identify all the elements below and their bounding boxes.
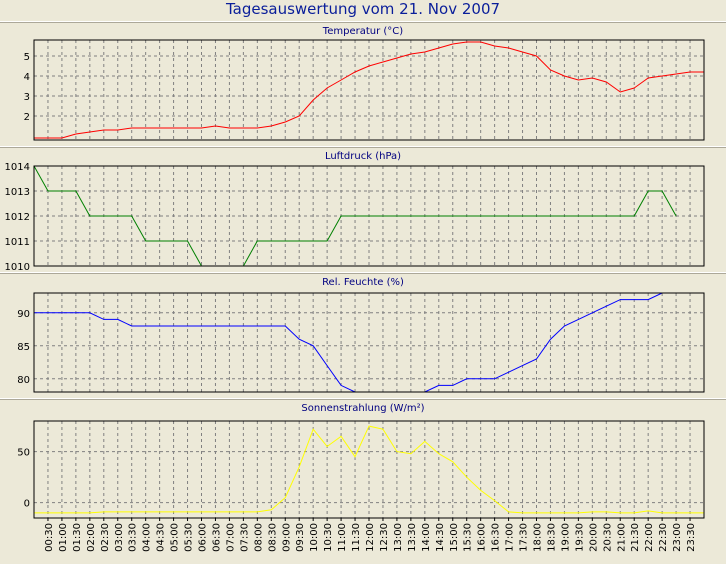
temperature-panel: Temperatur (°C) 2 3 4 5 — [0, 21, 726, 141]
humidity-series-line — [34, 293, 663, 392]
air-pressure-y-tick-label: 1011 — [5, 237, 30, 248]
x-tick-label: 03:00 — [114, 523, 125, 552]
x-tick-label: 11:00 — [337, 523, 348, 552]
x-tick-label: 08:00 — [253, 523, 264, 552]
page-title: Tagesauswertung vom 21. Nov 2007 — [225, 0, 501, 18]
air-pressure-y-tick-label: 1013 — [5, 187, 30, 198]
air-pressure-y-tick-label: 1014 — [5, 162, 30, 173]
x-tick-label: 09:00 — [281, 523, 292, 552]
air-pressure-panel: Luftdruck (hPa) 1010 1011 1012 1013 1014 — [0, 146, 726, 273]
temperature-y-tick-label: 4 — [24, 72, 30, 83]
x-tick-label: 07:30 — [239, 523, 250, 552]
x-tick-label: 18:00 — [533, 523, 544, 552]
humidity-y-tick-label: 90 — [17, 309, 30, 320]
temperature-series-line — [34, 41, 704, 139]
temperature-y-tick-label: 5 — [24, 52, 30, 63]
x-tick-label: 03:30 — [128, 523, 139, 552]
x-tick-label: 19:30 — [574, 523, 585, 552]
x-tick-label: 10:00 — [309, 523, 320, 552]
x-tick-label: 15:30 — [463, 523, 474, 552]
solar-radiation-panel: Sonnenstrahlung (W/m²) 0 50 — [0, 398, 726, 519]
x-tick-label: 21:30 — [630, 523, 641, 552]
x-tick-label: 23:00 — [672, 523, 683, 552]
temperature-y-tick-label: 3 — [24, 92, 30, 103]
x-tick-label: 13:30 — [407, 523, 418, 552]
humidity-y-tick-label: 85 — [17, 342, 30, 353]
temperature-y-tick-label: 2 — [24, 112, 30, 123]
x-tick-label: 05:30 — [184, 523, 195, 552]
x-tick-label: 11:30 — [351, 523, 362, 552]
x-tick-label: 09:30 — [295, 523, 306, 552]
solar-radiation-series-line — [34, 425, 704, 514]
solar-radiation-title: Sonnenstrahlung (W/m²) — [301, 403, 424, 414]
x-tick-label: 22:30 — [658, 523, 669, 552]
x-tick-label: 04:00 — [142, 523, 153, 552]
x-tick-label: 17:00 — [505, 523, 516, 552]
x-tick-label: 17:30 — [519, 523, 530, 552]
x-tick-label: 16:30 — [491, 523, 502, 552]
air-pressure-y-tick-label: 1012 — [5, 212, 30, 223]
x-tick-label: 13:00 — [393, 523, 404, 552]
humidity-y-tick-label: 80 — [17, 375, 30, 386]
x-tick-label: 06:30 — [211, 523, 222, 552]
x-tick-label: 02:30 — [100, 523, 111, 552]
x-tick-label: 16:00 — [477, 523, 488, 552]
air-pressure-series-line — [34, 166, 677, 266]
x-tick-label: 02:00 — [86, 523, 97, 552]
x-tick-label: 08:30 — [267, 523, 278, 552]
x-axis: 00:30 01:00 01:30 02:00 02:30 03:00 03:30 04:00… — [44, 518, 697, 552]
solar-radiation-y-tick-label: 50 — [17, 448, 30, 459]
air-pressure-plot-frame — [33, 165, 705, 267]
temperature-title: Temperatur (°C) — [322, 26, 403, 37]
x-tick-label: 12:30 — [379, 523, 390, 552]
air-pressure-title: Luftdruck (hPa) — [325, 151, 401, 162]
x-tick-label: 00:30 — [44, 523, 55, 552]
temperature-plot-frame — [33, 39, 705, 141]
x-tick-label: 12:00 — [365, 523, 376, 552]
x-tick-label: 01:30 — [72, 523, 83, 552]
x-tick-label: 20:00 — [588, 523, 599, 552]
x-tick-label: 14:00 — [421, 523, 432, 552]
humidity-title: Rel. Feuchte (%) — [322, 277, 404, 288]
x-tick-label: 10:30 — [323, 523, 334, 552]
x-tick-label: 20:30 — [602, 523, 613, 552]
solar-radiation-y-tick-label: 0 — [24, 499, 30, 510]
x-tick-label: 06:00 — [198, 523, 209, 552]
x-tick-label: 19:00 — [560, 523, 571, 552]
x-tick-label: 23:30 — [686, 523, 697, 552]
x-tick-label: 07:00 — [225, 523, 236, 552]
humidity-plot-frame — [33, 292, 705, 393]
x-tick-label: 04:30 — [156, 523, 167, 552]
x-tick-label: 15:00 — [449, 523, 460, 552]
humidity-panel: Rel. Feuchte (%) 80 85 90 — [0, 272, 726, 393]
x-tick-label: 21:00 — [616, 523, 627, 552]
x-tick-label: 18:30 — [546, 523, 557, 552]
x-tick-label: 01:00 — [58, 523, 69, 552]
air-pressure-y-tick-label: 1010 — [5, 262, 30, 273]
x-tick-label: 22:00 — [644, 523, 655, 552]
x-tick-label: 05:00 — [170, 523, 181, 552]
x-tick-label: 14:30 — [435, 523, 446, 552]
